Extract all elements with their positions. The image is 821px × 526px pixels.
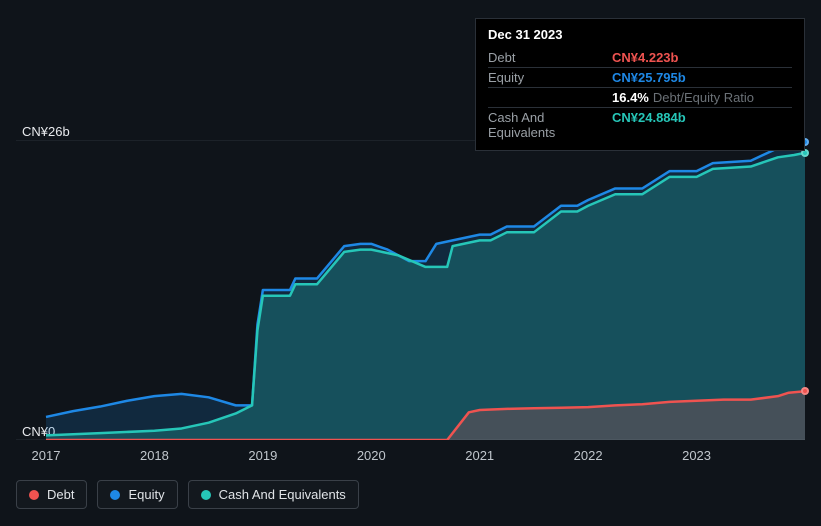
x-axis-tick: 2021 [465, 448, 494, 463]
legend-item-debt[interactable]: Debt [16, 480, 87, 509]
tooltip-rows: DebtCN¥4.223bEquityCN¥25.795b16.4%Debt/E… [488, 48, 792, 142]
series-end-marker [801, 387, 809, 395]
x-axis: 2017 2018 2019 2020 2021 2022 2023 [16, 448, 805, 468]
x-axis-tick: 2022 [574, 448, 603, 463]
x-axis-tick: 2017 [32, 448, 61, 463]
x-axis-tick: 2023 [682, 448, 711, 463]
tooltip-row-value: 16.4%Debt/Equity Ratio [612, 90, 792, 105]
tooltip-date: Dec 31 2023 [488, 27, 792, 48]
legend-dot-icon [110, 490, 120, 500]
legend-label: Cash And Equivalents [219, 487, 346, 502]
x-axis-tick: 2019 [248, 448, 277, 463]
tooltip-row-value: CN¥24.884b [612, 110, 792, 140]
legend-dot-icon [29, 490, 39, 500]
tooltip-row: EquityCN¥25.795b [488, 67, 792, 87]
x-axis-tick: 2020 [357, 448, 386, 463]
tooltip-row-value: CN¥4.223b [612, 50, 792, 65]
tooltip-row-label: Cash And Equivalents [488, 110, 612, 140]
tooltip-row: DebtCN¥4.223b [488, 48, 792, 67]
legend-item-equity[interactable]: Equity [97, 480, 177, 509]
chart-legend: Debt Equity Cash And Equivalents [16, 480, 359, 509]
y-axis-max-label: CN¥26b [22, 124, 70, 139]
tooltip-row: Cash And EquivalentsCN¥24.884b [488, 107, 792, 142]
tooltip-row-label [488, 90, 612, 105]
tooltip-row: 16.4%Debt/Equity Ratio [488, 87, 792, 107]
legend-label: Equity [128, 487, 164, 502]
legend-dot-icon [201, 490, 211, 500]
x-axis-tick: 2018 [140, 448, 169, 463]
legend-label: Debt [47, 487, 74, 502]
chart-plot-area[interactable] [16, 140, 805, 440]
tooltip-row-value: CN¥25.795b [612, 70, 792, 85]
chart-tooltip: Dec 31 2023 DebtCN¥4.223bEquityCN¥25.795… [475, 18, 805, 151]
financials-chart: Dec 31 2023 DebtCN¥4.223bEquityCN¥25.795… [16, 0, 805, 526]
legend-item-cash[interactable]: Cash And Equivalents [188, 480, 359, 509]
tooltip-row-label: Debt [488, 50, 612, 65]
tooltip-row-label: Equity [488, 70, 612, 85]
